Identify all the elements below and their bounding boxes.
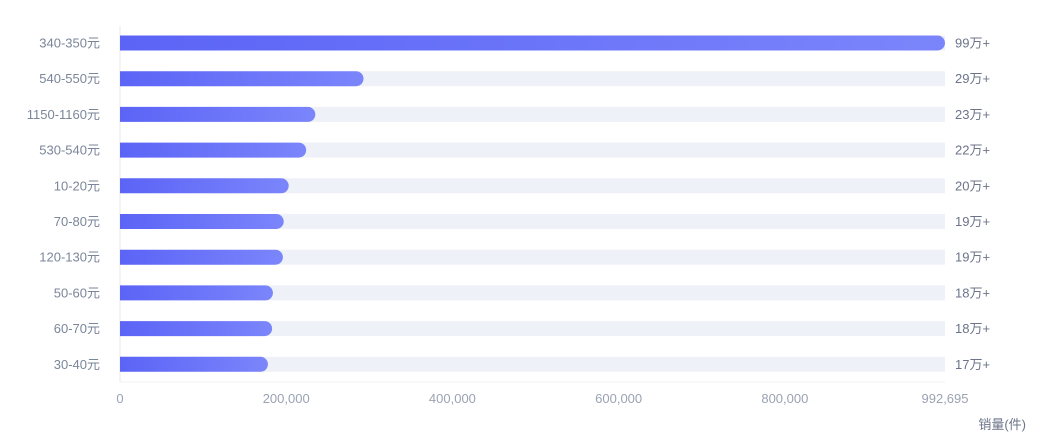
value-label: 23万+ [955,107,990,122]
value-label: 18万+ [955,321,990,336]
bar[interactable] [120,71,364,87]
category-label: 50-60元 [54,285,100,300]
x-tick-label: 600,000 [595,391,642,406]
bar-track [120,178,945,194]
bar-track [120,356,945,372]
bar-tracks [120,35,945,372]
category-label: 120-130元 [39,250,100,265]
bar-track [120,106,945,122]
category-label: 60-70元 [54,321,100,336]
bar-track [120,285,945,301]
x-tick-label: 200,000 [263,391,310,406]
value-label: 22万+ [955,143,990,158]
value-label: 99万+ [955,36,990,51]
bar[interactable] [120,214,284,229]
category-label: 30-40元 [54,357,100,372]
bar-track [120,214,945,229]
bar[interactable] [120,178,289,194]
value-label: 18万+ [955,285,990,300]
x-tick-label: 0 [116,391,123,406]
x-tick-label: 400,000 [429,391,476,406]
bar[interactable] [120,321,273,337]
value-label: 17万+ [955,357,990,372]
category-label: 530-540元 [39,143,100,158]
bar[interactable] [120,249,283,265]
bar-track [120,142,945,158]
bar[interactable] [120,106,316,122]
bar[interactable] [120,142,307,158]
value-label: 29万+ [955,71,990,86]
category-label: 1150-1160元 [27,107,100,122]
bar[interactable] [120,35,946,51]
bar-track [120,249,945,265]
x-tick-label: 992,695 [922,391,969,406]
category-label: 540-550元 [39,71,100,86]
category-label: 340-350元 [39,36,100,51]
bar[interactable] [120,285,273,301]
bar[interactable] [120,356,268,372]
value-label: 20万+ [955,178,990,193]
value-label: 19万+ [955,214,990,229]
bars [120,35,946,372]
category-label: 10-20元 [54,178,100,193]
bar-track [120,321,945,337]
x-axis-title: 销量(件) [978,417,1026,432]
x-tick-labels: 0 200,000 400,000 600,000 800,000 992,695 [116,391,968,406]
value-labels: 99万+ 29万+ 23万+ 22万+ 20万+ 19万+ 19万+ 18万+ 18万+ 17万+ [955,36,990,372]
value-label: 19万+ [955,250,990,265]
category-labels: 340-350元 540-550元 1150-1160元 530-540元 10-20元… [27,36,100,372]
category-label: 70-80元 [54,214,100,229]
x-tick-label: 800,000 [761,391,808,406]
